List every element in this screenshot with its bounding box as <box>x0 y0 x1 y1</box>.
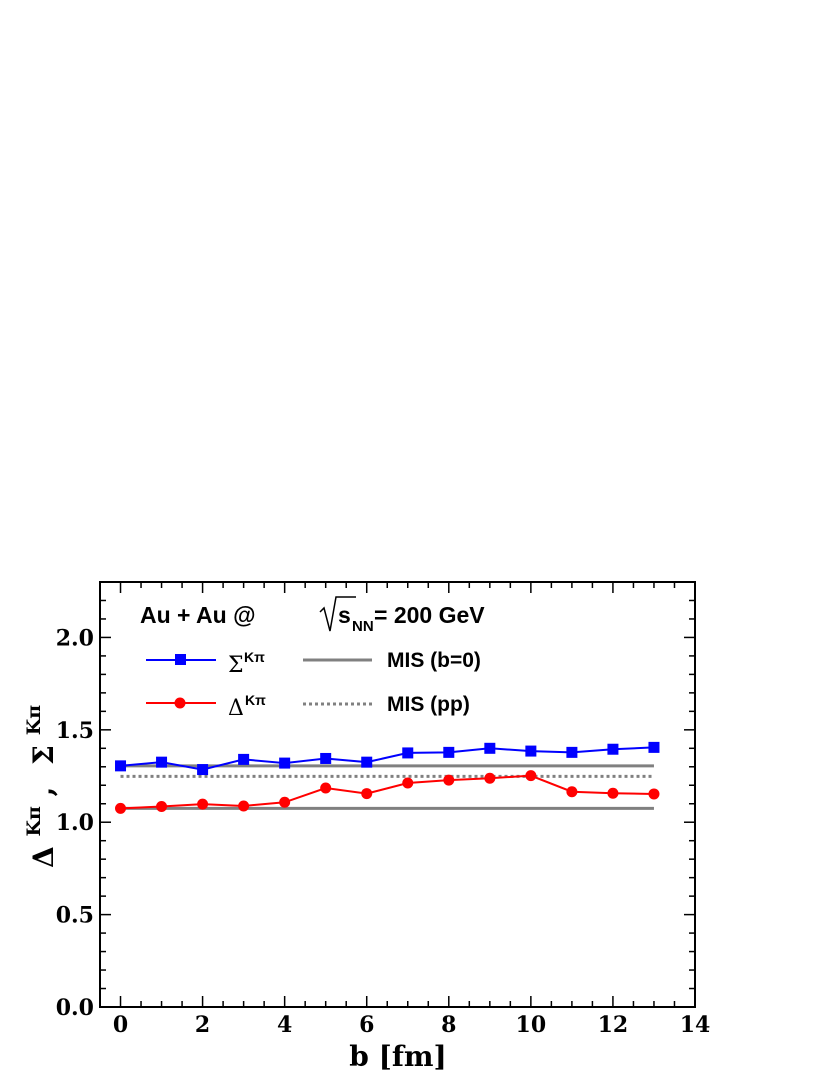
y-axis-title-sigma: Σ <box>27 745 60 765</box>
delta-point <box>484 772 496 784</box>
sigma-point <box>361 756 373 768</box>
sigma-point <box>197 764 209 776</box>
x-tick-label: 12 <box>598 1012 629 1038</box>
sigma-point <box>566 746 578 758</box>
x-axis-title: b [fm] <box>349 1040 447 1073</box>
x-tick-label: 14 <box>680 1012 711 1038</box>
delta-point <box>115 802 127 814</box>
legend-delta-label: Δ <box>228 696 244 721</box>
y-tick-label: 1.0 <box>56 810 94 836</box>
plot-frame <box>99 581 696 1008</box>
delta-point <box>648 788 660 800</box>
x-tick-label: 6 <box>359 1012 374 1038</box>
y-tick-label: 2.0 <box>56 625 94 651</box>
sigma-point <box>525 745 537 757</box>
svg-text:Au + Au @: Au + Au @ <box>140 602 256 628</box>
sigma-point <box>443 746 455 758</box>
sigma-point <box>115 760 127 772</box>
legend-marker-square <box>175 654 186 665</box>
legend: Σ Kπ Δ Kπ MIS (b=0) MIS (pp) <box>146 649 481 721</box>
sigma-point <box>156 756 168 768</box>
series-lines <box>120 746 655 810</box>
annotation-sqrt-s: s <box>338 602 351 628</box>
x-axis-ticks: 0 2 4 6 8 10 12 14 <box>113 582 710 1038</box>
x-tick-label: 10 <box>516 1012 547 1038</box>
sqrt-sign <box>319 596 356 632</box>
delta-point <box>443 774 455 786</box>
y-axis-title-comma: , <box>27 787 60 797</box>
legend-sigma-label: Σ <box>228 653 244 678</box>
delta-point <box>361 788 373 800</box>
reference-lines <box>120 764 654 810</box>
legend-mis-pp-label: MIS (pp) <box>387 693 470 716</box>
sigma-point <box>607 743 619 755</box>
y-tick-label: 1.5 <box>56 718 94 744</box>
legend-delta-sup: Kπ <box>245 692 266 708</box>
x-tick-label: 0 <box>113 1012 128 1038</box>
delta-point <box>402 777 414 789</box>
y-axis-ticks: 0.0 0.5 1.0 1.5 2.0 <box>56 599 695 1021</box>
legend-marker-circle <box>174 697 186 709</box>
sigma-point <box>320 752 332 764</box>
svg-text:Δ Kπ , Σ: Δ Kπ , Σ Kπ <box>14 705 60 868</box>
delta-point <box>156 801 168 813</box>
sigma-point <box>648 741 660 753</box>
delta-point <box>320 782 332 794</box>
y-axis-title-delta-sup: Kπ <box>23 806 45 837</box>
sigma-series-line <box>120 746 655 771</box>
sigma-point <box>279 757 291 769</box>
delta-point <box>566 786 578 798</box>
delta-point <box>197 798 209 810</box>
y-tick-label: 0.0 <box>56 995 94 1021</box>
delta-series-line <box>120 774 654 810</box>
x-tick-label: 2 <box>195 1012 210 1038</box>
delta-point <box>607 787 619 799</box>
annotation: Au + Au @ s NN = 200 GeV <box>140 596 485 635</box>
y-axis-title: Δ Kπ , Σ Kπ <box>14 705 60 868</box>
y-tick-label: 0.5 <box>56 903 94 929</box>
y-axis-title-delta: Δ <box>27 846 60 868</box>
delta-point <box>525 770 537 782</box>
sigma-point <box>484 742 496 754</box>
y-axis-title-sigma-sup: Kπ <box>23 705 45 736</box>
x-tick-label: 8 <box>441 1012 456 1038</box>
sigma-point <box>238 753 250 765</box>
legend-mis-b0-label: MIS (b=0) <box>387 649 481 672</box>
delta-point <box>279 796 291 808</box>
sigma-point <box>402 747 414 759</box>
x-tick-label: 4 <box>277 1012 292 1038</box>
legend-sigma-sup: Kπ <box>244 649 265 665</box>
annotation-prefix: Au + Au @ <box>140 602 256 628</box>
delta-point <box>238 800 250 812</box>
annotation-sub: NN <box>352 618 374 635</box>
annotation-suffix: = 200 GeV <box>374 602 485 628</box>
series-markers <box>115 741 660 814</box>
